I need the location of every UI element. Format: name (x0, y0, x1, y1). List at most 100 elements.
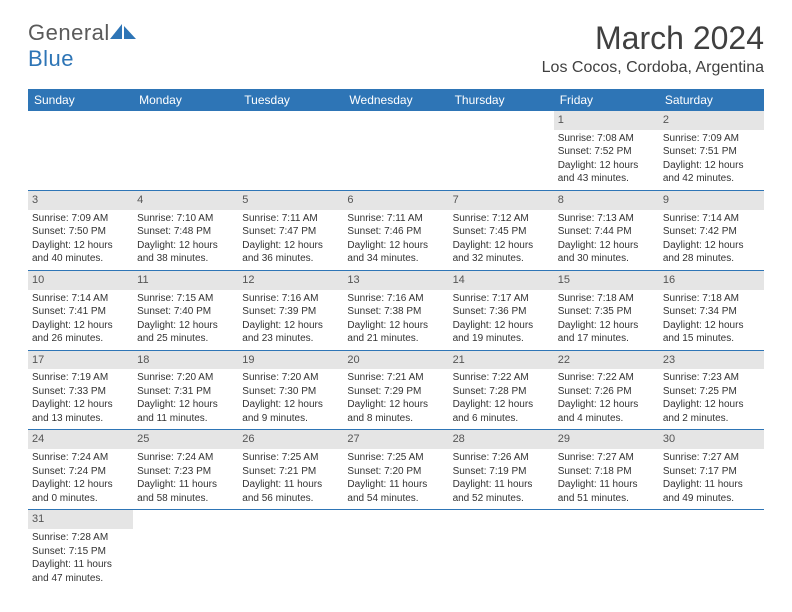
daylight: Daylight: 12 hours and 11 minutes. (137, 398, 234, 425)
calendar-cell: 27Sunrise: 7:25 AMSunset: 7:20 PMDayligh… (343, 430, 448, 510)
sunrise: Sunrise: 7:24 AM (137, 451, 234, 465)
daylight: Daylight: 12 hours and 6 minutes. (453, 398, 550, 425)
calendar-cell: 18Sunrise: 7:20 AMSunset: 7:31 PMDayligh… (133, 350, 238, 430)
sunrise: Sunrise: 7:16 AM (242, 292, 339, 306)
calendar-cell: 28Sunrise: 7:26 AMSunset: 7:19 PMDayligh… (449, 430, 554, 510)
calendar-cell: 1Sunrise: 7:08 AMSunset: 7:52 PMDaylight… (554, 111, 659, 190)
sunrise: Sunrise: 7:09 AM (663, 132, 760, 146)
sunset: Sunset: 7:41 PM (32, 305, 129, 319)
sunset: Sunset: 7:24 PM (32, 465, 129, 479)
day-number: 3 (28, 191, 133, 210)
calendar-cell (449, 111, 554, 190)
sunrise: Sunrise: 7:24 AM (32, 451, 129, 465)
logo-part2: Blue (28, 46, 74, 71)
sunset: Sunset: 7:33 PM (32, 385, 129, 399)
calendar-cell: 2Sunrise: 7:09 AMSunset: 7:51 PMDaylight… (659, 111, 764, 190)
calendar-cell: 14Sunrise: 7:17 AMSunset: 7:36 PMDayligh… (449, 270, 554, 350)
calendar-cell (238, 510, 343, 589)
day-number: 26 (238, 430, 343, 449)
sunset: Sunset: 7:31 PM (137, 385, 234, 399)
daylight: Daylight: 12 hours and 28 minutes. (663, 239, 760, 266)
daylight: Daylight: 11 hours and 56 minutes. (242, 478, 339, 505)
daylight: Daylight: 11 hours and 49 minutes. (663, 478, 760, 505)
daylight: Daylight: 12 hours and 40 minutes. (32, 239, 129, 266)
calendar-table: SundayMondayTuesdayWednesdayThursdayFrid… (28, 89, 764, 589)
daylight: Daylight: 12 hours and 2 minutes. (663, 398, 760, 425)
day-number: 25 (133, 430, 238, 449)
calendar-cell (659, 510, 764, 589)
sunset: Sunset: 7:40 PM (137, 305, 234, 319)
sunset: Sunset: 7:21 PM (242, 465, 339, 479)
daylight: Daylight: 12 hours and 17 minutes. (558, 319, 655, 346)
calendar-cell: 3Sunrise: 7:09 AMSunset: 7:50 PMDaylight… (28, 190, 133, 270)
calendar-cell: 15Sunrise: 7:18 AMSunset: 7:35 PMDayligh… (554, 270, 659, 350)
daylight: Daylight: 12 hours and 32 minutes. (453, 239, 550, 266)
daylight: Daylight: 12 hours and 15 minutes. (663, 319, 760, 346)
weekday-header: Sunday (28, 89, 133, 111)
day-number: 24 (28, 430, 133, 449)
day-number: 29 (554, 430, 659, 449)
sunset: Sunset: 7:17 PM (663, 465, 760, 479)
calendar-cell: 22Sunrise: 7:22 AMSunset: 7:26 PMDayligh… (554, 350, 659, 430)
day-number: 7 (449, 191, 554, 210)
calendar-cell (238, 111, 343, 190)
sunrise: Sunrise: 7:26 AM (453, 451, 550, 465)
day-number: 27 (343, 430, 448, 449)
sunset: Sunset: 7:48 PM (137, 225, 234, 239)
sunset: Sunset: 7:28 PM (453, 385, 550, 399)
daylight: Daylight: 12 hours and 26 minutes. (32, 319, 129, 346)
weekday-header: Tuesday (238, 89, 343, 111)
calendar-body: 1Sunrise: 7:08 AMSunset: 7:52 PMDaylight… (28, 111, 764, 589)
sunset: Sunset: 7:51 PM (663, 145, 760, 159)
sunrise: Sunrise: 7:28 AM (32, 531, 129, 545)
day-number: 2 (659, 111, 764, 130)
logo-text: General Blue (28, 20, 136, 72)
day-number: 5 (238, 191, 343, 210)
sunrise: Sunrise: 7:25 AM (347, 451, 444, 465)
sunset: Sunset: 7:26 PM (558, 385, 655, 399)
sunset: Sunset: 7:39 PM (242, 305, 339, 319)
daylight: Daylight: 11 hours and 47 minutes. (32, 558, 129, 585)
daylight: Daylight: 12 hours and 8 minutes. (347, 398, 444, 425)
day-number: 16 (659, 271, 764, 290)
daylight: Daylight: 12 hours and 13 minutes. (32, 398, 129, 425)
sunrise: Sunrise: 7:14 AM (32, 292, 129, 306)
calendar-cell (133, 510, 238, 589)
calendar-cell: 20Sunrise: 7:21 AMSunset: 7:29 PMDayligh… (343, 350, 448, 430)
sunset: Sunset: 7:36 PM (453, 305, 550, 319)
sunset: Sunset: 7:47 PM (242, 225, 339, 239)
weekday-header: Friday (554, 89, 659, 111)
sunrise: Sunrise: 7:14 AM (663, 212, 760, 226)
calendar-cell: 9Sunrise: 7:14 AMSunset: 7:42 PMDaylight… (659, 190, 764, 270)
sunrise: Sunrise: 7:10 AM (137, 212, 234, 226)
day-number: 21 (449, 351, 554, 370)
sunrise: Sunrise: 7:18 AM (558, 292, 655, 306)
day-number: 9 (659, 191, 764, 210)
sunrise: Sunrise: 7:22 AM (453, 371, 550, 385)
day-number: 17 (28, 351, 133, 370)
day-number: 10 (28, 271, 133, 290)
weekday-header: Saturday (659, 89, 764, 111)
sunrise: Sunrise: 7:20 AM (242, 371, 339, 385)
sunset: Sunset: 7:25 PM (663, 385, 760, 399)
daylight: Daylight: 12 hours and 43 minutes. (558, 159, 655, 186)
daylight: Daylight: 12 hours and 21 minutes. (347, 319, 444, 346)
sunrise: Sunrise: 7:12 AM (453, 212, 550, 226)
day-number: 31 (28, 510, 133, 529)
calendar-cell: 4Sunrise: 7:10 AMSunset: 7:48 PMDaylight… (133, 190, 238, 270)
calendar-cell (133, 111, 238, 190)
calendar-cell: 31Sunrise: 7:28 AMSunset: 7:15 PMDayligh… (28, 510, 133, 589)
calendar-cell: 11Sunrise: 7:15 AMSunset: 7:40 PMDayligh… (133, 270, 238, 350)
sunrise: Sunrise: 7:20 AM (137, 371, 234, 385)
day-number: 1 (554, 111, 659, 130)
sunrise: Sunrise: 7:13 AM (558, 212, 655, 226)
sunrise: Sunrise: 7:09 AM (32, 212, 129, 226)
day-number: 4 (133, 191, 238, 210)
daylight: Daylight: 12 hours and 0 minutes. (32, 478, 129, 505)
sunrise: Sunrise: 7:21 AM (347, 371, 444, 385)
sunrise: Sunrise: 7:18 AM (663, 292, 760, 306)
sunset: Sunset: 7:19 PM (453, 465, 550, 479)
sunset: Sunset: 7:30 PM (242, 385, 339, 399)
calendar-cell: 16Sunrise: 7:18 AMSunset: 7:34 PMDayligh… (659, 270, 764, 350)
day-number: 30 (659, 430, 764, 449)
